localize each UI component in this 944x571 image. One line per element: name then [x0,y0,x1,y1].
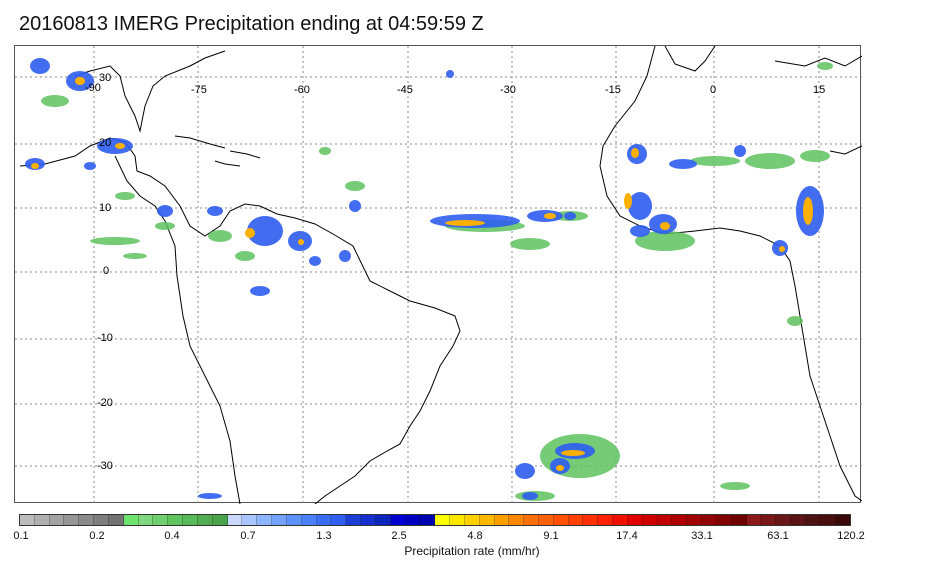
colorbar-tick: 0.2 [89,530,105,542]
colorbar-swatch [34,515,50,525]
lon-label: 15 [813,84,825,96]
precip-heavy [31,77,813,471]
colorbar-tick: 33.1 [691,530,713,542]
colorbar [19,514,851,526]
colorbar-swatch [776,515,792,525]
colorbar-swatch [761,515,777,525]
colorbar-swatch [301,515,317,525]
colorbar-tick: 63.1 [767,530,789,542]
coastlines [19,46,862,504]
colorbar-tick: 1.3 [316,530,332,542]
lon-labels: -90 -75 -60 -45 -30 -15 0 15 [85,82,825,96]
map-canvas: -90 -75 -60 -45 -30 -15 0 15 30 20 10 0 … [15,46,862,504]
lat-label: -20 [97,397,113,409]
lat-label: 30 [99,72,111,84]
colorbar-swatch [361,515,376,525]
colorbar-swatch [627,515,643,525]
colorbar-swatch [702,515,717,525]
colorbar-swatch [108,515,124,525]
lon-label: -60 [294,84,310,96]
colorbar-swatch [420,515,436,525]
colorbar-tick: 120.2 [837,530,865,542]
colorbar-swatch [94,515,109,525]
colorbar-swatch [820,515,836,525]
colorbar-swatch [687,515,703,525]
colorbar-swatch [346,515,362,525]
colorbar-tick: 0.7 [240,530,256,542]
map-title: 20160813 IMERG Precipitation ending at 0… [19,13,484,35]
colorbar-swatch [494,515,510,525]
colorbar-swatch [242,515,258,525]
colorbar-swatch [450,515,465,525]
lon-label: -90 [85,82,101,94]
colorbar-swatch [20,515,35,525]
colorbar-swatch [435,515,451,525]
colorbar-swatch [598,515,614,525]
colorbar-swatch [731,515,747,525]
colorbar-swatch [405,515,421,525]
colorbar-tick: 4.8 [467,530,483,542]
colorbar-tick: 0.1 [13,530,29,542]
colorbar-swatch [390,515,406,525]
colorbar-swatch [716,515,732,525]
colorbar-swatch [746,515,762,525]
colorbar-tick: 9.1 [543,530,559,542]
colorbar-swatch [642,515,658,525]
colorbar-swatch [183,515,198,525]
lat-label: -30 [97,460,113,472]
colorbar-tick: 17.4 [616,530,638,542]
colorbar-swatch [524,515,539,525]
colorbar-swatch [791,515,806,525]
colorbar-tick: 2.5 [391,530,407,542]
colorbar-swatch [79,515,95,525]
colorbar-tick: 0.4 [164,530,180,542]
colorbar-swatch [553,515,569,525]
colorbar-swatch [672,515,688,525]
colorbar-swatch [375,515,391,525]
colorbar-swatch [805,515,821,525]
colorbar-swatch [316,515,332,525]
lon-label: -75 [191,84,207,96]
lat-label: -10 [97,332,113,344]
lat-label: 20 [99,137,111,149]
colorbar-swatch [538,515,554,525]
colorbar-swatch [138,515,154,525]
colorbar-swatch [464,515,480,525]
colorbar-swatch [49,515,65,525]
colorbar-swatch [168,515,184,525]
colorbar-swatch [509,515,525,525]
precipitation-map: -90 -75 -60 -45 -30 -15 0 15 30 20 10 0 … [14,45,862,504]
colorbar-swatch [568,515,584,525]
lat-label: 10 [99,202,111,214]
lat-label: 0 [103,265,109,277]
lon-label: -15 [605,84,621,96]
colorbar-swatch [479,515,495,525]
colorbar-swatch [123,515,139,525]
colorbar-swatch [613,515,628,525]
colorbar-swatch [227,515,243,525]
colorbar-label: Precipitation rate (mm/hr) [404,544,540,558]
colorbar-swatch [272,515,287,525]
graticule [15,46,862,504]
colorbar-swatch [331,515,347,525]
colorbar-swatch [657,515,673,525]
lat-labels: 30 20 10 0 -10 -20 -30 [97,72,113,472]
colorbar-swatch [64,515,80,525]
colorbar-swatch [153,515,169,525]
colorbar-swatch [197,515,213,525]
colorbar-swatch [583,515,599,525]
lon-label: -30 [500,84,516,96]
colorbar-swatch [835,515,851,525]
precip-moderate [25,58,824,500]
colorbar-swatch [257,515,273,525]
colorbar-swatch [286,515,302,525]
lon-label: -45 [397,84,413,96]
lon-label: 0 [710,84,716,96]
colorbar-swatch [212,515,228,525]
